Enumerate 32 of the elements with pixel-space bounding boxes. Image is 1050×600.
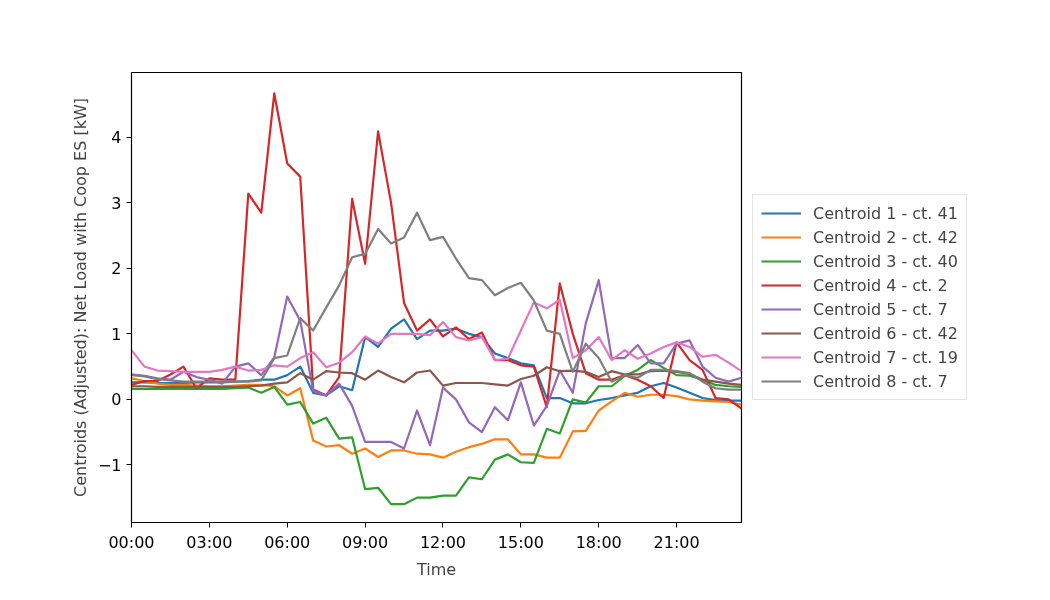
x-tick-label: 18:00 <box>575 532 622 552</box>
legend-label: Centroid 1 - ct. 41 <box>813 203 958 223</box>
x-tick-label: 00:00 <box>108 532 155 552</box>
legend-label: Centroid 8 - ct. 7 <box>813 371 948 391</box>
line-series <box>131 318 742 405</box>
y-axis-title: Centroids (Adjusted): Net Load with Coop ES [kW] <box>70 97 90 498</box>
y-tick-label: −1 <box>97 455 122 475</box>
line-series <box>131 279 742 450</box>
line-series <box>131 377 742 459</box>
x-axis-title: Time <box>415 559 457 579</box>
x-tick-label: 12:00 <box>419 532 467 552</box>
y-tick-label: 1 <box>111 324 122 344</box>
line-series <box>131 298 742 373</box>
y-tick-label: 4 <box>111 128 122 148</box>
x-tick-label: 15:00 <box>497 532 544 552</box>
legend-label: Centroid 4 - ct. 2 <box>813 275 948 295</box>
line-series <box>131 366 742 389</box>
x-tick-label: 03:00 <box>186 532 233 552</box>
legend-label: Centroid 5 - ct. 7 <box>813 299 948 319</box>
x-tick-label: 06:00 <box>264 532 311 552</box>
legend-label: Centroid 6 - ct. 42 <box>813 323 958 343</box>
line-series <box>131 211 742 391</box>
y-tick-label: 3 <box>111 193 122 213</box>
legend-label: Centroid 3 - ct. 40 <box>813 251 958 271</box>
legend-label: Centroid 2 - ct. 42 <box>813 227 958 247</box>
line-series <box>131 358 742 506</box>
y-tick-label: 0 <box>111 390 122 410</box>
legend-label: Centroid 7 - ct. 19 <box>813 347 958 367</box>
x-tick-label: 21:00 <box>653 532 700 552</box>
x-tick-label: 09:00 <box>342 532 389 552</box>
y-tick-label: 2 <box>111 259 122 279</box>
line-series <box>131 92 742 410</box>
